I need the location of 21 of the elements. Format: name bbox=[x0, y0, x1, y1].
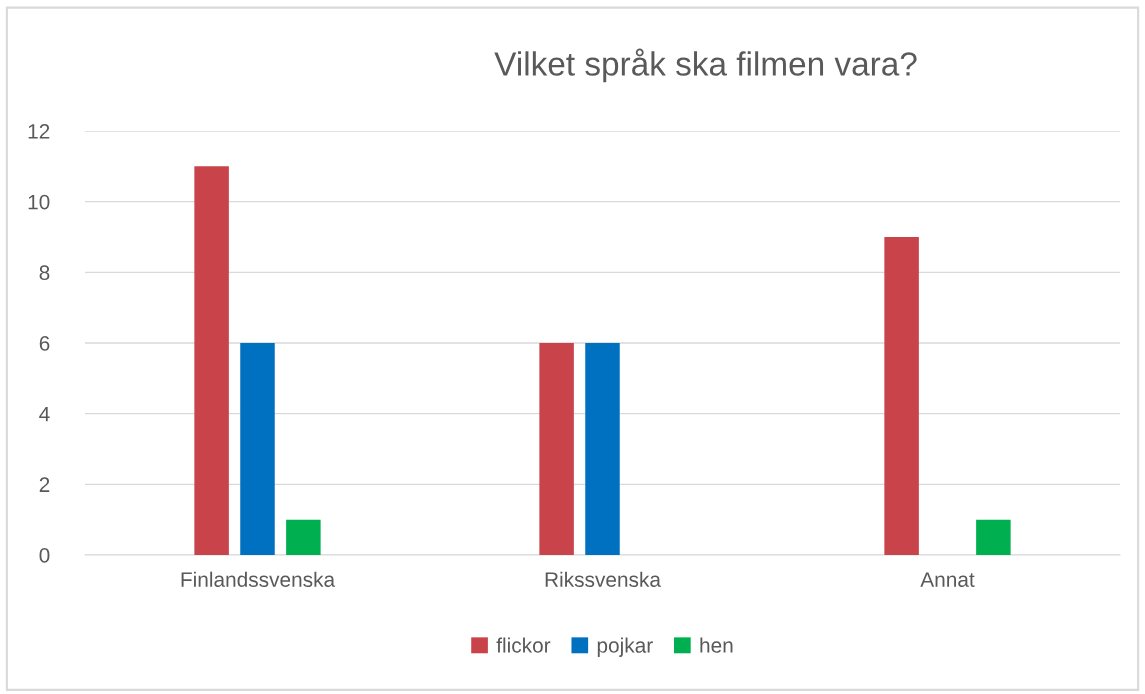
bar bbox=[976, 519, 1011, 555]
x-tick-label: Annat bbox=[920, 572, 975, 587]
x-tick-label: Finlandssvenska bbox=[181, 571, 336, 587]
legend-label: flickor bbox=[496, 637, 551, 653]
y-tick-label: 10 bbox=[28, 194, 50, 210]
bar bbox=[240, 343, 275, 555]
bar bbox=[585, 343, 620, 555]
bar bbox=[884, 237, 919, 555]
x-tick-label: Rikssvenska bbox=[545, 571, 661, 587]
bar bbox=[286, 519, 321, 555]
y-tick-label: 8 bbox=[39, 265, 50, 281]
legend-label: hen bbox=[700, 637, 733, 653]
y-tick-label: 12 bbox=[28, 124, 50, 139]
y-tick-label: 6 bbox=[39, 336, 50, 351]
chart-title: Vilket språk ska filmen vara? bbox=[494, 48, 917, 83]
bar bbox=[194, 166, 229, 555]
y-tick-label: 4 bbox=[39, 406, 50, 422]
y-tick-label: 2 bbox=[39, 477, 50, 492]
bar bbox=[539, 343, 574, 555]
y-tick-label: 0 bbox=[39, 548, 50, 563]
legend-label: pojkar bbox=[597, 637, 653, 657]
